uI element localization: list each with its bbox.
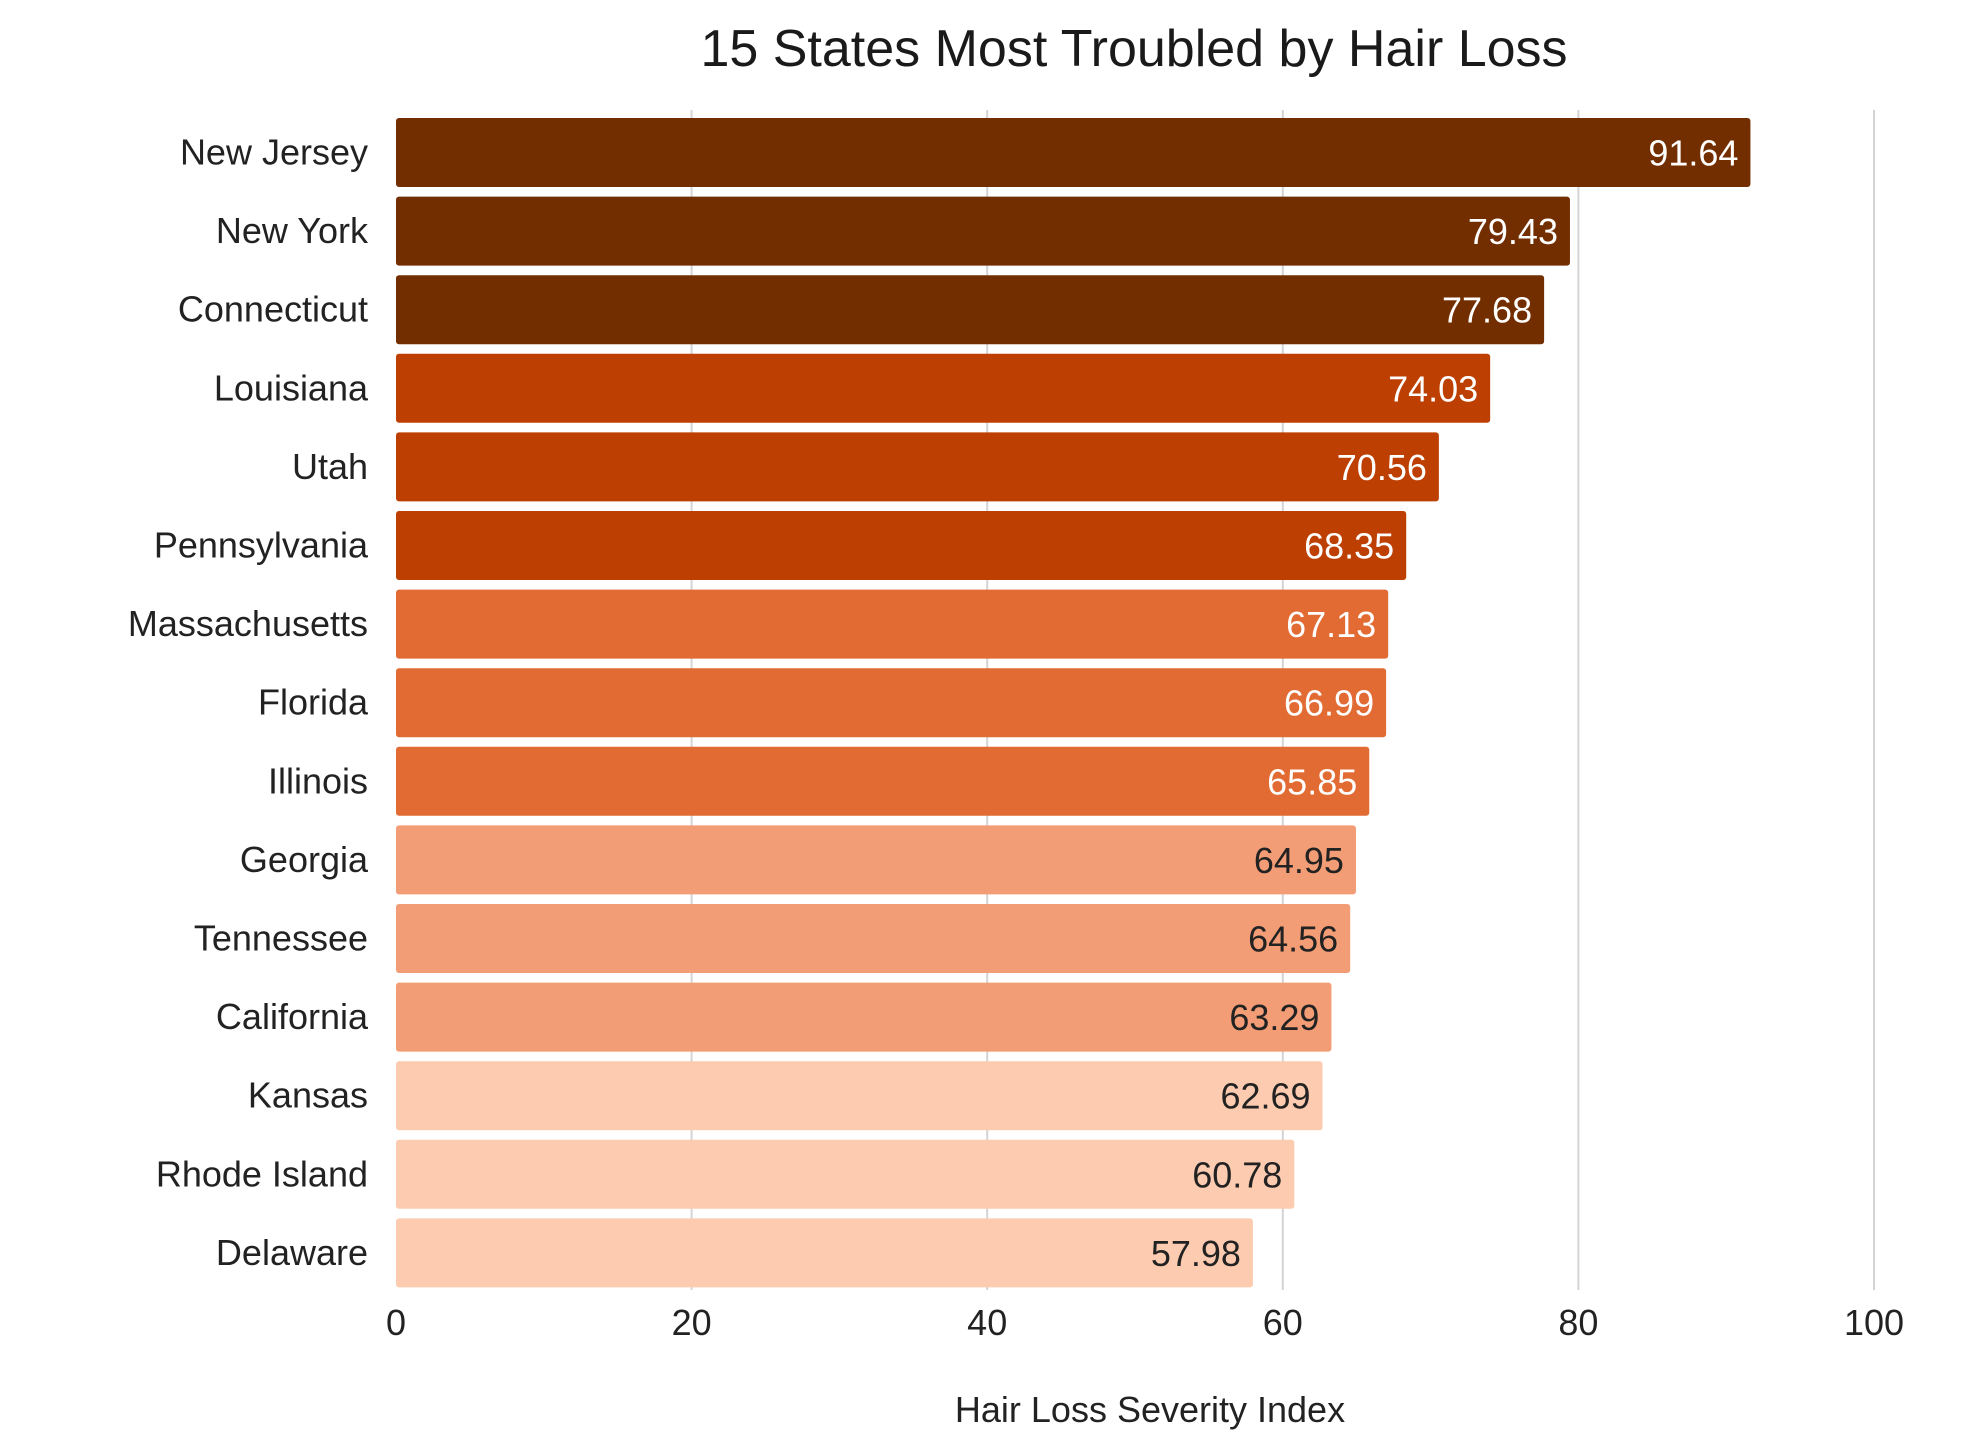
data-label: 64.56 [1248,919,1338,960]
bar [396,746,1370,816]
category-label: Massachusetts [128,603,368,644]
bar [396,825,1356,895]
x-tick-label: 0 [386,1302,406,1343]
category-label: Utah [292,446,368,487]
bar [396,275,1545,345]
category-label: Delaware [216,1232,368,1273]
data-label: 64.95 [1254,840,1344,881]
bar [396,511,1407,580]
bar [396,589,1389,659]
bar [396,196,1570,266]
x-axis-title: Hair Loss Severity Index [955,1389,1345,1430]
data-label: 57.98 [1151,1233,1241,1274]
category-labels: New Jersey New York Connecticut Louisiana Ut… [128,132,369,1273]
data-label: 91.64 [1648,133,1738,174]
data-label: 79.43 [1468,211,1558,252]
bar [396,118,1751,187]
x-tick-label: 40 [967,1302,1007,1343]
category-label: Illinois [268,760,368,801]
category-label: Florida [258,682,369,723]
data-label: 66.99 [1284,683,1374,724]
data-label: 74.03 [1388,368,1478,409]
bar [396,904,1351,973]
x-axis-tick-labels: 0 20 40 60 80 100 [386,1302,1904,1343]
category-label: New Jersey [180,132,368,173]
bar [396,432,1439,502]
value-labels: 91.64 79.43 77.68 74.03 70.56 68.35 67.13 66.99… [1151,133,1739,1274]
bar [396,353,1491,423]
category-label: New York [216,210,369,251]
x-tick-label: 80 [1558,1302,1598,1343]
category-label: Kansas [248,1075,368,1116]
x-tick-label: 100 [1844,1302,1904,1343]
category-label: California [216,996,369,1037]
data-label: 77.68 [1442,290,1532,331]
data-label: 65.85 [1267,761,1357,802]
bar [396,1218,1253,1288]
bar [396,668,1387,738]
category-label: Pennsylvania [154,525,369,566]
category-label: Louisiana [214,367,369,408]
category-label: Tennessee [194,918,368,959]
bar [396,1061,1323,1131]
chart-title: 15 States Most Troubled by Hair Loss [700,20,1567,78]
x-tick-label: 20 [672,1302,712,1343]
data-label: 62.69 [1220,1076,1310,1117]
category-label: Rhode Island [156,1153,368,1194]
data-label: 63.29 [1229,997,1319,1038]
data-label: 70.56 [1337,447,1427,488]
data-label: 60.78 [1192,1154,1282,1195]
category-label: Georgia [240,839,369,880]
data-label: 68.35 [1304,526,1394,567]
bar [396,1139,1295,1209]
data-label: 67.13 [1286,604,1376,645]
bar [396,982,1332,1052]
category-label: Connecticut [178,289,368,330]
x-tick-label: 60 [1263,1302,1303,1343]
bars [396,118,1751,1288]
